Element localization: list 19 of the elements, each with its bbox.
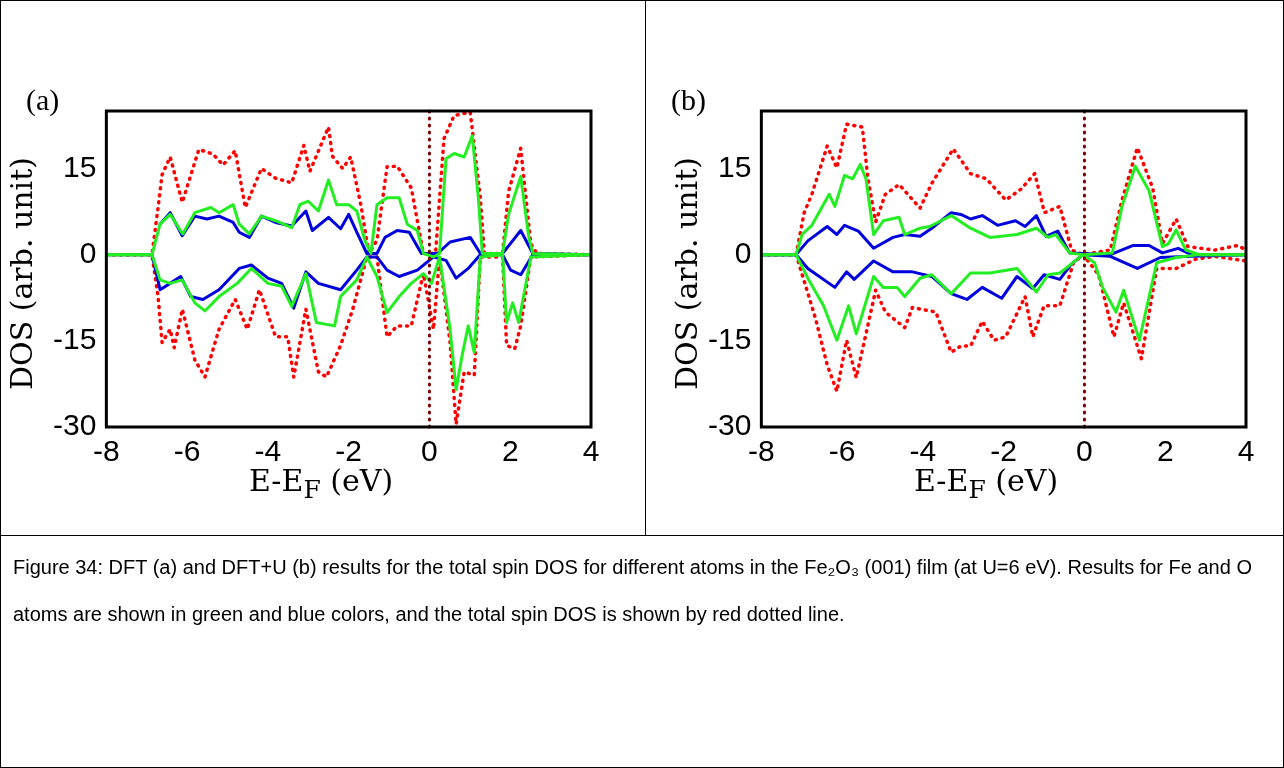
x-tick-label: 2 bbox=[501, 434, 519, 468]
y-tick-label: -15 bbox=[53, 322, 97, 356]
y-axis-title: DOS (arb. unit) bbox=[3, 156, 39, 392]
x-tick-label: 0 bbox=[421, 434, 438, 468]
x-tick-label: 4 bbox=[582, 434, 600, 468]
y-tick-label: 15 bbox=[62, 149, 97, 183]
y-tick-label: 0 bbox=[79, 235, 97, 269]
x-tick-label: 2 bbox=[1156, 434, 1174, 468]
y-tick-label: 0 bbox=[734, 235, 752, 269]
x-tick-label: -6 bbox=[173, 434, 201, 468]
text: Figure 34: DFT (a) and DFT+U (b) results for the total spin DOS for different atoms in the Fe₂O₃ (001) film (at U=6 eV). Results for Fe and O atoms are shown in green and blue colors, and the total spin DOS is shown by red dotted line. bbox=[13, 556, 1252, 625]
y-tick-label: -15 bbox=[708, 322, 752, 356]
x-tick-label: -6 bbox=[828, 434, 856, 468]
chart-title: (b) bbox=[671, 83, 706, 117]
chart-title: (a) bbox=[26, 83, 60, 117]
x-tick-label: 4 bbox=[1237, 434, 1255, 468]
y-tick-label: 15 bbox=[717, 149, 752, 183]
y-axis-title: DOS (arb. unit) bbox=[668, 156, 704, 392]
x-tick-label: 0 bbox=[1076, 434, 1093, 468]
